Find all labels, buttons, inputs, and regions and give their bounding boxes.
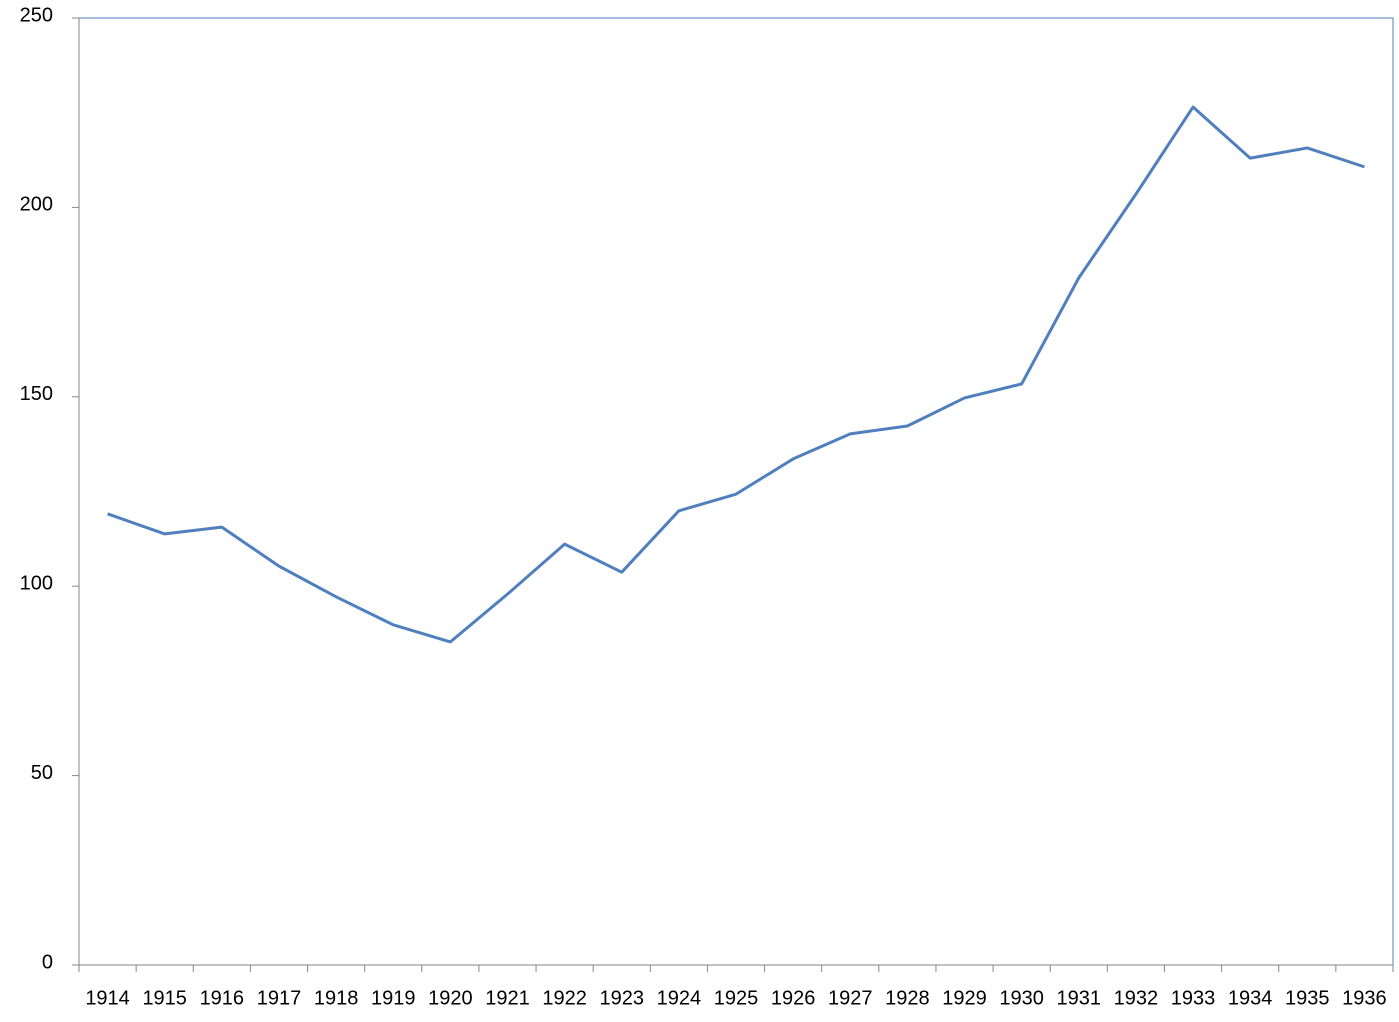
x-tick-label: 1931: [1057, 987, 1102, 1009]
x-tick-label: 1921: [485, 987, 530, 1009]
x-tick-label: 1920: [428, 987, 473, 1009]
x-tick-label: 1917: [257, 987, 302, 1009]
plot-frame: [78, 17, 1394, 966]
x-tick-label: 1923: [599, 987, 644, 1009]
y-tick-label: 0: [42, 951, 53, 973]
x-tick-label: 1928: [885, 987, 930, 1009]
x-tick-label: 1936: [1342, 987, 1387, 1009]
x-tick-label: 1934: [1228, 987, 1273, 1009]
x-tick-label: 1933: [1171, 987, 1216, 1009]
x-tick-label: 1935: [1285, 987, 1330, 1009]
x-tick-label: 1924: [657, 987, 702, 1009]
x-tick-label: 1925: [714, 987, 759, 1009]
x-tick-label: 1930: [999, 987, 1044, 1009]
x-tick-label: 1919: [371, 987, 416, 1009]
x-tick-label: 1922: [542, 987, 587, 1009]
y-tick-label: 150: [20, 383, 53, 405]
y-tick-label: 200: [20, 194, 53, 216]
x-tick-label: 1926: [771, 987, 816, 1009]
x-tick-label: 1916: [200, 987, 245, 1009]
x-tick-label: 1918: [314, 987, 359, 1009]
x-tick-label: 1915: [142, 987, 187, 1009]
x-tick-label: 1927: [828, 987, 873, 1009]
y-tick-label: 250: [20, 4, 53, 26]
x-tick-label: 1929: [942, 987, 987, 1009]
y-tick-label: 50: [31, 762, 53, 784]
x-tick-label: 1932: [1114, 987, 1159, 1009]
y-tick-label: 100: [20, 572, 53, 594]
data-line: [107, 105, 1365, 644]
x-tick-label: 1914: [85, 987, 130, 1009]
